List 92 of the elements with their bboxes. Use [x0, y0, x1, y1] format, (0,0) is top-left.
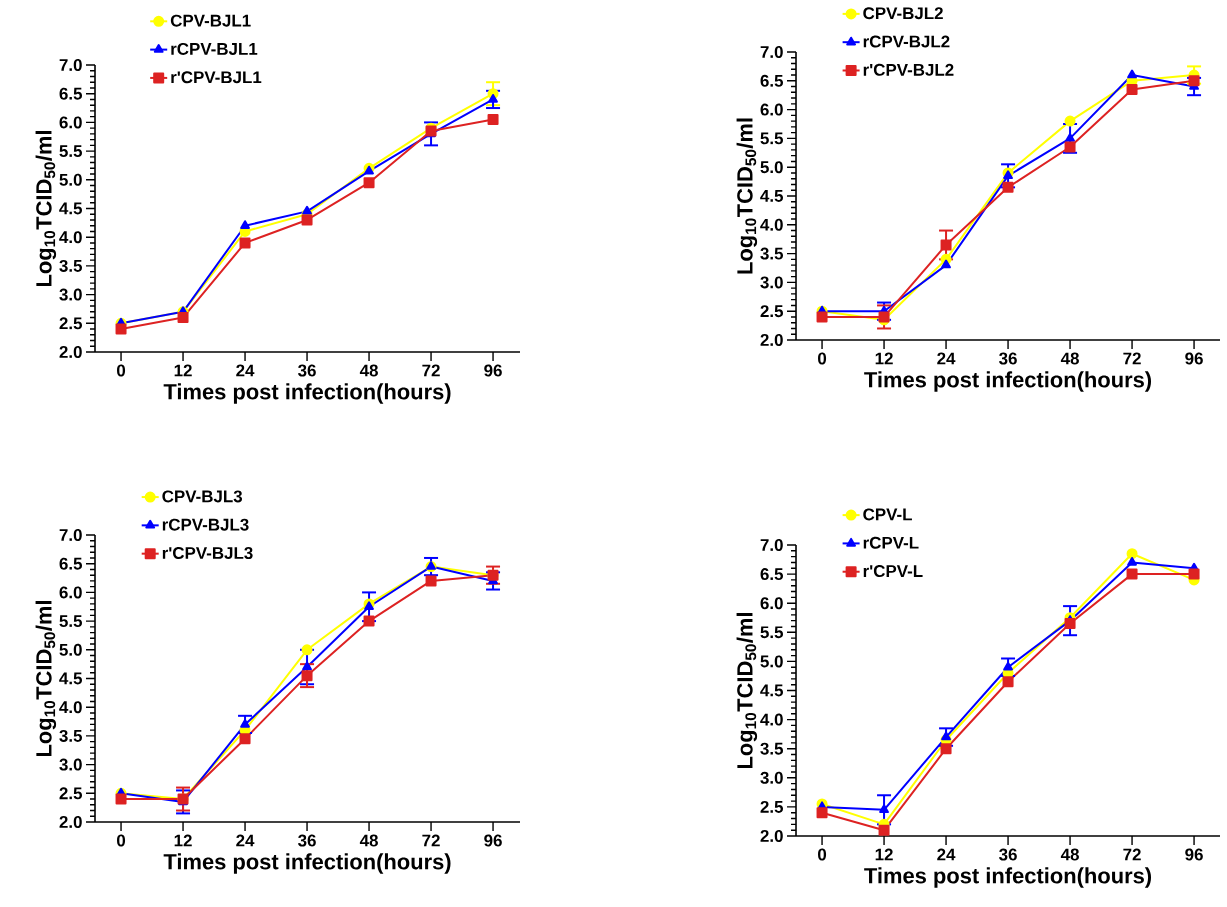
y-tick-label: 5.5: [59, 615, 83, 628]
x-tick-label: 0: [818, 848, 827, 861]
x-tick-label: 96: [1185, 352, 1203, 365]
x-tick-label: 12: [174, 834, 192, 847]
y-tick-label: 4.0: [760, 218, 783, 231]
x-tick-label: 72: [1123, 848, 1141, 861]
x-tick-label: 36: [298, 364, 316, 377]
x-tick-label: 0: [818, 352, 827, 365]
y-tick-label: 6.5: [59, 87, 83, 100]
y-tick-label: 4.5: [760, 684, 784, 697]
legend-label: rCPV-BJL1: [171, 42, 258, 55]
x-axis-title: Times post infection(hours): [864, 371, 1152, 392]
y-tick-label: 7.0: [760, 539, 783, 552]
y-tick-label: 7.0: [59, 59, 82, 71]
x-tick-label: 36: [999, 352, 1017, 365]
y-tick-label: 5.0: [760, 161, 783, 174]
y-tick-label: 4.0: [59, 231, 82, 244]
y-axis-title: Log$_{10}$TCID$_{50}$/ml: [35, 131, 57, 287]
y-axis-title: Log$_{10}$TCID$_{50}$/ml: [736, 613, 758, 769]
legend-label: r'CPV-BJL1: [171, 71, 262, 84]
y-tick-label: 6.5: [59, 557, 83, 570]
x-tick-label: 72: [422, 834, 440, 847]
x-tick-label: 96: [484, 834, 502, 847]
x-tick-label: 48: [1060, 352, 1079, 365]
legend-label: rCPV-BJL2: [863, 35, 950, 48]
y-tick-label: 2.0: [760, 830, 783, 842]
y-tick-label: 5.5: [760, 626, 784, 639]
y-tick-label: 6.5: [760, 74, 784, 87]
x-tick-label: 0: [117, 364, 126, 377]
x-tick-label: 24: [236, 834, 255, 847]
y-tick-label: 3.0: [760, 771, 783, 784]
y-tick-label: 7.0: [59, 529, 82, 541]
y-tick-label: 3.5: [59, 259, 83, 272]
x-tick-label: 48: [359, 834, 378, 847]
legend-label: CPV-BJL2: [863, 7, 943, 20]
y-tick-label: 2.5: [760, 305, 784, 318]
y-tick-label: 5.5: [59, 145, 83, 158]
y-tick-label: 4.5: [59, 672, 83, 685]
y-tick-label: 4.0: [760, 713, 783, 726]
y-tick-label: 3.0: [59, 288, 82, 301]
y-axis-title: Log$_{10}$TCID$_{50}$/ml: [35, 601, 57, 757]
x-tick-label: 12: [875, 352, 893, 365]
y-tick-label: 2.0: [59, 345, 82, 358]
legend-label: CPV-BJL3: [162, 490, 243, 503]
y-tick-label: 2.0: [760, 333, 783, 346]
x-tick-label: 0: [117, 834, 126, 847]
y-tick-label: 5.0: [59, 173, 82, 186]
x-tick-label: 36: [999, 848, 1017, 861]
legend-label: r'CPV-L: [863, 565, 923, 578]
x-axis-title: Times post infection(hours): [163, 383, 451, 404]
y-tick-label: 4.5: [59, 202, 83, 215]
x-tick-label: 24: [236, 364, 255, 377]
x-tick-label: 36: [298, 834, 316, 847]
y-tick-label: 2.0: [59, 816, 82, 828]
legend-label: CPV-L: [863, 508, 912, 521]
y-tick-label: 3.5: [760, 742, 784, 755]
y-tick-label: 6.0: [59, 586, 82, 599]
y-tick-label: 7.0: [760, 45, 783, 58]
y-tick-label: 5.0: [59, 643, 82, 656]
x-tick-label: 96: [1185, 848, 1203, 861]
x-tick-label: 96: [484, 364, 502, 377]
x-tick-label: 48: [359, 364, 378, 377]
y-tick-label: 4.5: [760, 190, 784, 202]
x-tick-label: 24: [937, 848, 956, 861]
x-axis-title: Times post infection(hours): [163, 853, 451, 874]
y-tick-label: 2.5: [59, 317, 83, 330]
x-tick-label: 72: [422, 364, 440, 377]
y-tick-label: 6.0: [59, 116, 82, 129]
x-tick-label: 24: [937, 352, 956, 365]
legend-label: rCPV-L: [863, 536, 919, 549]
y-tick-label: 3.0: [760, 276, 783, 289]
legend-label: r'CPV-BJL3: [162, 547, 253, 560]
y-tick-label: 3.5: [760, 247, 784, 260]
y-tick-label: 6.5: [760, 568, 784, 581]
x-tick-label: 12: [875, 848, 893, 861]
y-tick-label: 3.5: [59, 729, 83, 742]
x-tick-label: 48: [1060, 848, 1079, 861]
y-axis-title: Log$_{10}$TCID$_{50}$/ml: [736, 118, 758, 274]
y-tick-label: 6.0: [760, 103, 783, 116]
legend-label: rCPV-BJL3: [162, 518, 249, 531]
y-tick-label: 5.5: [760, 132, 784, 145]
y-tick-label: 2.5: [59, 787, 83, 800]
legend-label: CPV-BJL1: [170, 14, 251, 27]
y-tick-label: 6.0: [760, 597, 783, 610]
y-tick-label: 4.0: [59, 701, 82, 714]
y-tick-label: 2.5: [760, 800, 784, 813]
x-tick-label: 72: [1123, 352, 1141, 365]
x-axis-title: Times post infection(hours): [864, 867, 1152, 888]
y-tick-label: 3.0: [59, 758, 82, 771]
legend-label: r'CPV-BJL2: [863, 63, 954, 76]
x-tick-label: 12: [174, 364, 192, 377]
y-tick-label: 5.0: [760, 655, 783, 668]
